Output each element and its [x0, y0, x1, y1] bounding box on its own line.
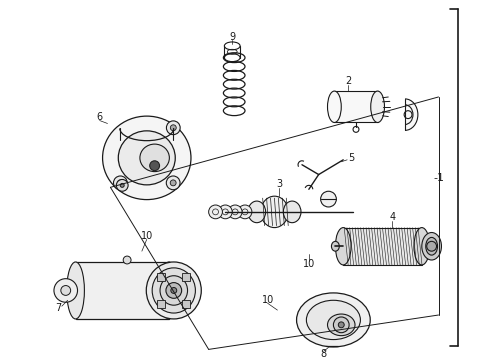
Bar	[392, 98, 405, 131]
Circle shape	[123, 256, 131, 264]
Text: 10: 10	[141, 231, 153, 242]
Bar	[182, 300, 190, 307]
Ellipse shape	[160, 276, 188, 305]
Circle shape	[209, 205, 222, 219]
Text: 5: 5	[348, 153, 354, 163]
Text: 2: 2	[345, 76, 351, 86]
Circle shape	[171, 125, 176, 131]
Circle shape	[116, 180, 128, 191]
Circle shape	[167, 121, 180, 135]
Circle shape	[228, 205, 242, 219]
Ellipse shape	[422, 233, 441, 260]
Ellipse shape	[371, 91, 385, 122]
Ellipse shape	[102, 116, 191, 199]
Bar	[157, 273, 165, 281]
Bar	[334, 91, 378, 122]
Circle shape	[238, 205, 252, 219]
Circle shape	[333, 317, 349, 333]
Ellipse shape	[118, 131, 175, 185]
Text: 4: 4	[389, 212, 395, 222]
Text: 7: 7	[55, 303, 61, 313]
Ellipse shape	[335, 228, 351, 265]
Circle shape	[219, 205, 232, 219]
Text: -1: -1	[433, 172, 444, 183]
Ellipse shape	[140, 144, 170, 172]
Text: 10: 10	[303, 259, 315, 269]
Ellipse shape	[414, 228, 430, 265]
Ellipse shape	[152, 268, 196, 313]
Circle shape	[166, 176, 180, 190]
Text: 9: 9	[229, 32, 235, 42]
Circle shape	[150, 161, 160, 171]
Ellipse shape	[327, 91, 341, 122]
Circle shape	[427, 241, 437, 251]
Circle shape	[54, 279, 77, 302]
Bar	[157, 300, 165, 307]
Circle shape	[118, 180, 123, 186]
Ellipse shape	[426, 237, 438, 255]
Ellipse shape	[331, 241, 339, 251]
Text: 6: 6	[97, 112, 103, 122]
Text: 3: 3	[276, 179, 282, 189]
Circle shape	[120, 183, 124, 187]
Ellipse shape	[160, 262, 178, 319]
Ellipse shape	[283, 201, 301, 223]
Bar	[343, 228, 422, 265]
Ellipse shape	[392, 99, 418, 130]
Ellipse shape	[327, 314, 355, 336]
Ellipse shape	[261, 196, 288, 228]
Text: 8: 8	[320, 349, 327, 359]
Circle shape	[114, 176, 127, 190]
Ellipse shape	[296, 293, 370, 347]
Ellipse shape	[67, 262, 84, 319]
Text: 10: 10	[262, 295, 274, 305]
Bar	[182, 273, 190, 281]
Circle shape	[61, 285, 71, 295]
Circle shape	[320, 191, 336, 207]
Ellipse shape	[306, 300, 361, 339]
Circle shape	[171, 288, 177, 293]
Ellipse shape	[147, 262, 201, 319]
Circle shape	[170, 180, 176, 186]
Circle shape	[166, 283, 182, 298]
Bar	[75, 262, 169, 319]
Ellipse shape	[248, 201, 266, 223]
Circle shape	[338, 322, 344, 328]
